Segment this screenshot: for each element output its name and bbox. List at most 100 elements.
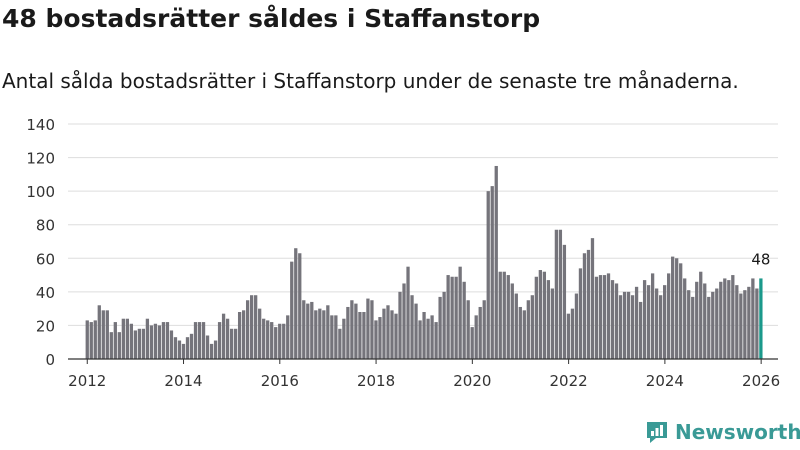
bar	[498, 271, 502, 359]
bar	[354, 303, 358, 359]
bar	[153, 323, 158, 359]
bar	[262, 318, 266, 359]
bar	[658, 295, 663, 359]
bar	[85, 320, 89, 359]
bar	[290, 261, 294, 359]
bar	[414, 303, 418, 359]
bar	[526, 300, 530, 359]
bar	[458, 266, 462, 359]
bar	[630, 295, 635, 359]
bar	[711, 291, 715, 359]
bar	[466, 300, 470, 359]
bar	[530, 295, 534, 359]
bar	[550, 288, 555, 359]
bar	[229, 328, 234, 359]
bar	[113, 322, 117, 359]
newsworthy-logo: Newsworthy	[644, 419, 800, 445]
bar	[177, 340, 182, 359]
x-tick-label: 2026	[742, 372, 780, 390]
bar	[410, 295, 414, 359]
bar	[250, 295, 254, 359]
bar	[93, 320, 97, 359]
bar	[715, 288, 719, 359]
bar	[634, 286, 639, 359]
bar	[338, 328, 342, 359]
bar	[691, 296, 695, 359]
bar	[266, 320, 270, 359]
bar	[254, 295, 258, 359]
x-tick-label: 2012	[68, 372, 106, 390]
bar	[197, 322, 202, 359]
bar	[478, 306, 482, 359]
bar	[258, 308, 262, 359]
bar	[719, 281, 723, 359]
bar	[161, 322, 166, 359]
x-tick-label: 2020	[453, 372, 491, 390]
bar	[169, 330, 174, 359]
bar	[727, 280, 731, 359]
bar	[654, 288, 659, 359]
bar	[554, 229, 559, 359]
bar	[538, 270, 542, 359]
bar	[695, 281, 699, 359]
bar	[646, 285, 651, 359]
bar	[606, 273, 611, 359]
bar-highlight	[759, 278, 763, 359]
bar	[626, 291, 631, 359]
bar	[358, 312, 362, 359]
x-tick-label: 2016	[261, 372, 299, 390]
bar	[274, 327, 278, 359]
bar	[185, 337, 190, 359]
bar	[149, 325, 154, 359]
x-axis: 2012 2014 2016 2018 2020 2022 2024 2026	[68, 358, 780, 390]
bar	[237, 312, 242, 359]
bar	[105, 310, 109, 359]
bar	[346, 306, 350, 359]
y-tick-label: 80	[36, 217, 55, 235]
y-tick-label: 0	[45, 351, 55, 369]
bar	[286, 315, 290, 359]
bar	[205, 335, 210, 359]
bar	[558, 229, 563, 359]
bar	[510, 283, 514, 359]
bar	[330, 315, 334, 359]
bar	[382, 308, 386, 359]
bar	[378, 317, 382, 359]
bar	[683, 278, 687, 359]
bar	[402, 283, 406, 359]
bar	[233, 328, 238, 359]
bar	[370, 300, 374, 359]
bar	[141, 328, 146, 359]
y-tick-label: 60	[36, 250, 55, 268]
y-tick-label: 100	[26, 183, 55, 201]
bar	[282, 323, 286, 359]
bar	[671, 256, 675, 359]
newsworthy-logo-icon	[647, 422, 667, 443]
bar	[747, 286, 751, 359]
y-axis-ticks: 0 20 40 60 80 100 120 140	[26, 116, 55, 369]
annotations: 48	[751, 250, 770, 268]
bar	[278, 323, 282, 359]
bar	[675, 258, 679, 359]
bar	[546, 280, 551, 359]
bar	[751, 278, 755, 359]
bar	[586, 249, 591, 359]
bar	[302, 300, 306, 359]
x-tick-label: 2024	[646, 372, 684, 390]
bar	[390, 310, 394, 359]
bar	[165, 322, 170, 359]
bar	[133, 330, 138, 359]
bar	[350, 300, 354, 359]
bar	[663, 285, 667, 359]
bar	[590, 238, 595, 359]
bar	[181, 343, 186, 359]
bar	[578, 268, 583, 359]
bar	[667, 273, 671, 359]
x-tick-label: 2018	[357, 372, 395, 390]
bar	[610, 280, 615, 359]
bar	[334, 315, 338, 359]
bar	[137, 328, 142, 359]
bars	[85, 165, 763, 359]
y-tick-label: 40	[36, 284, 55, 302]
x-tick-label: 2014	[164, 372, 202, 390]
